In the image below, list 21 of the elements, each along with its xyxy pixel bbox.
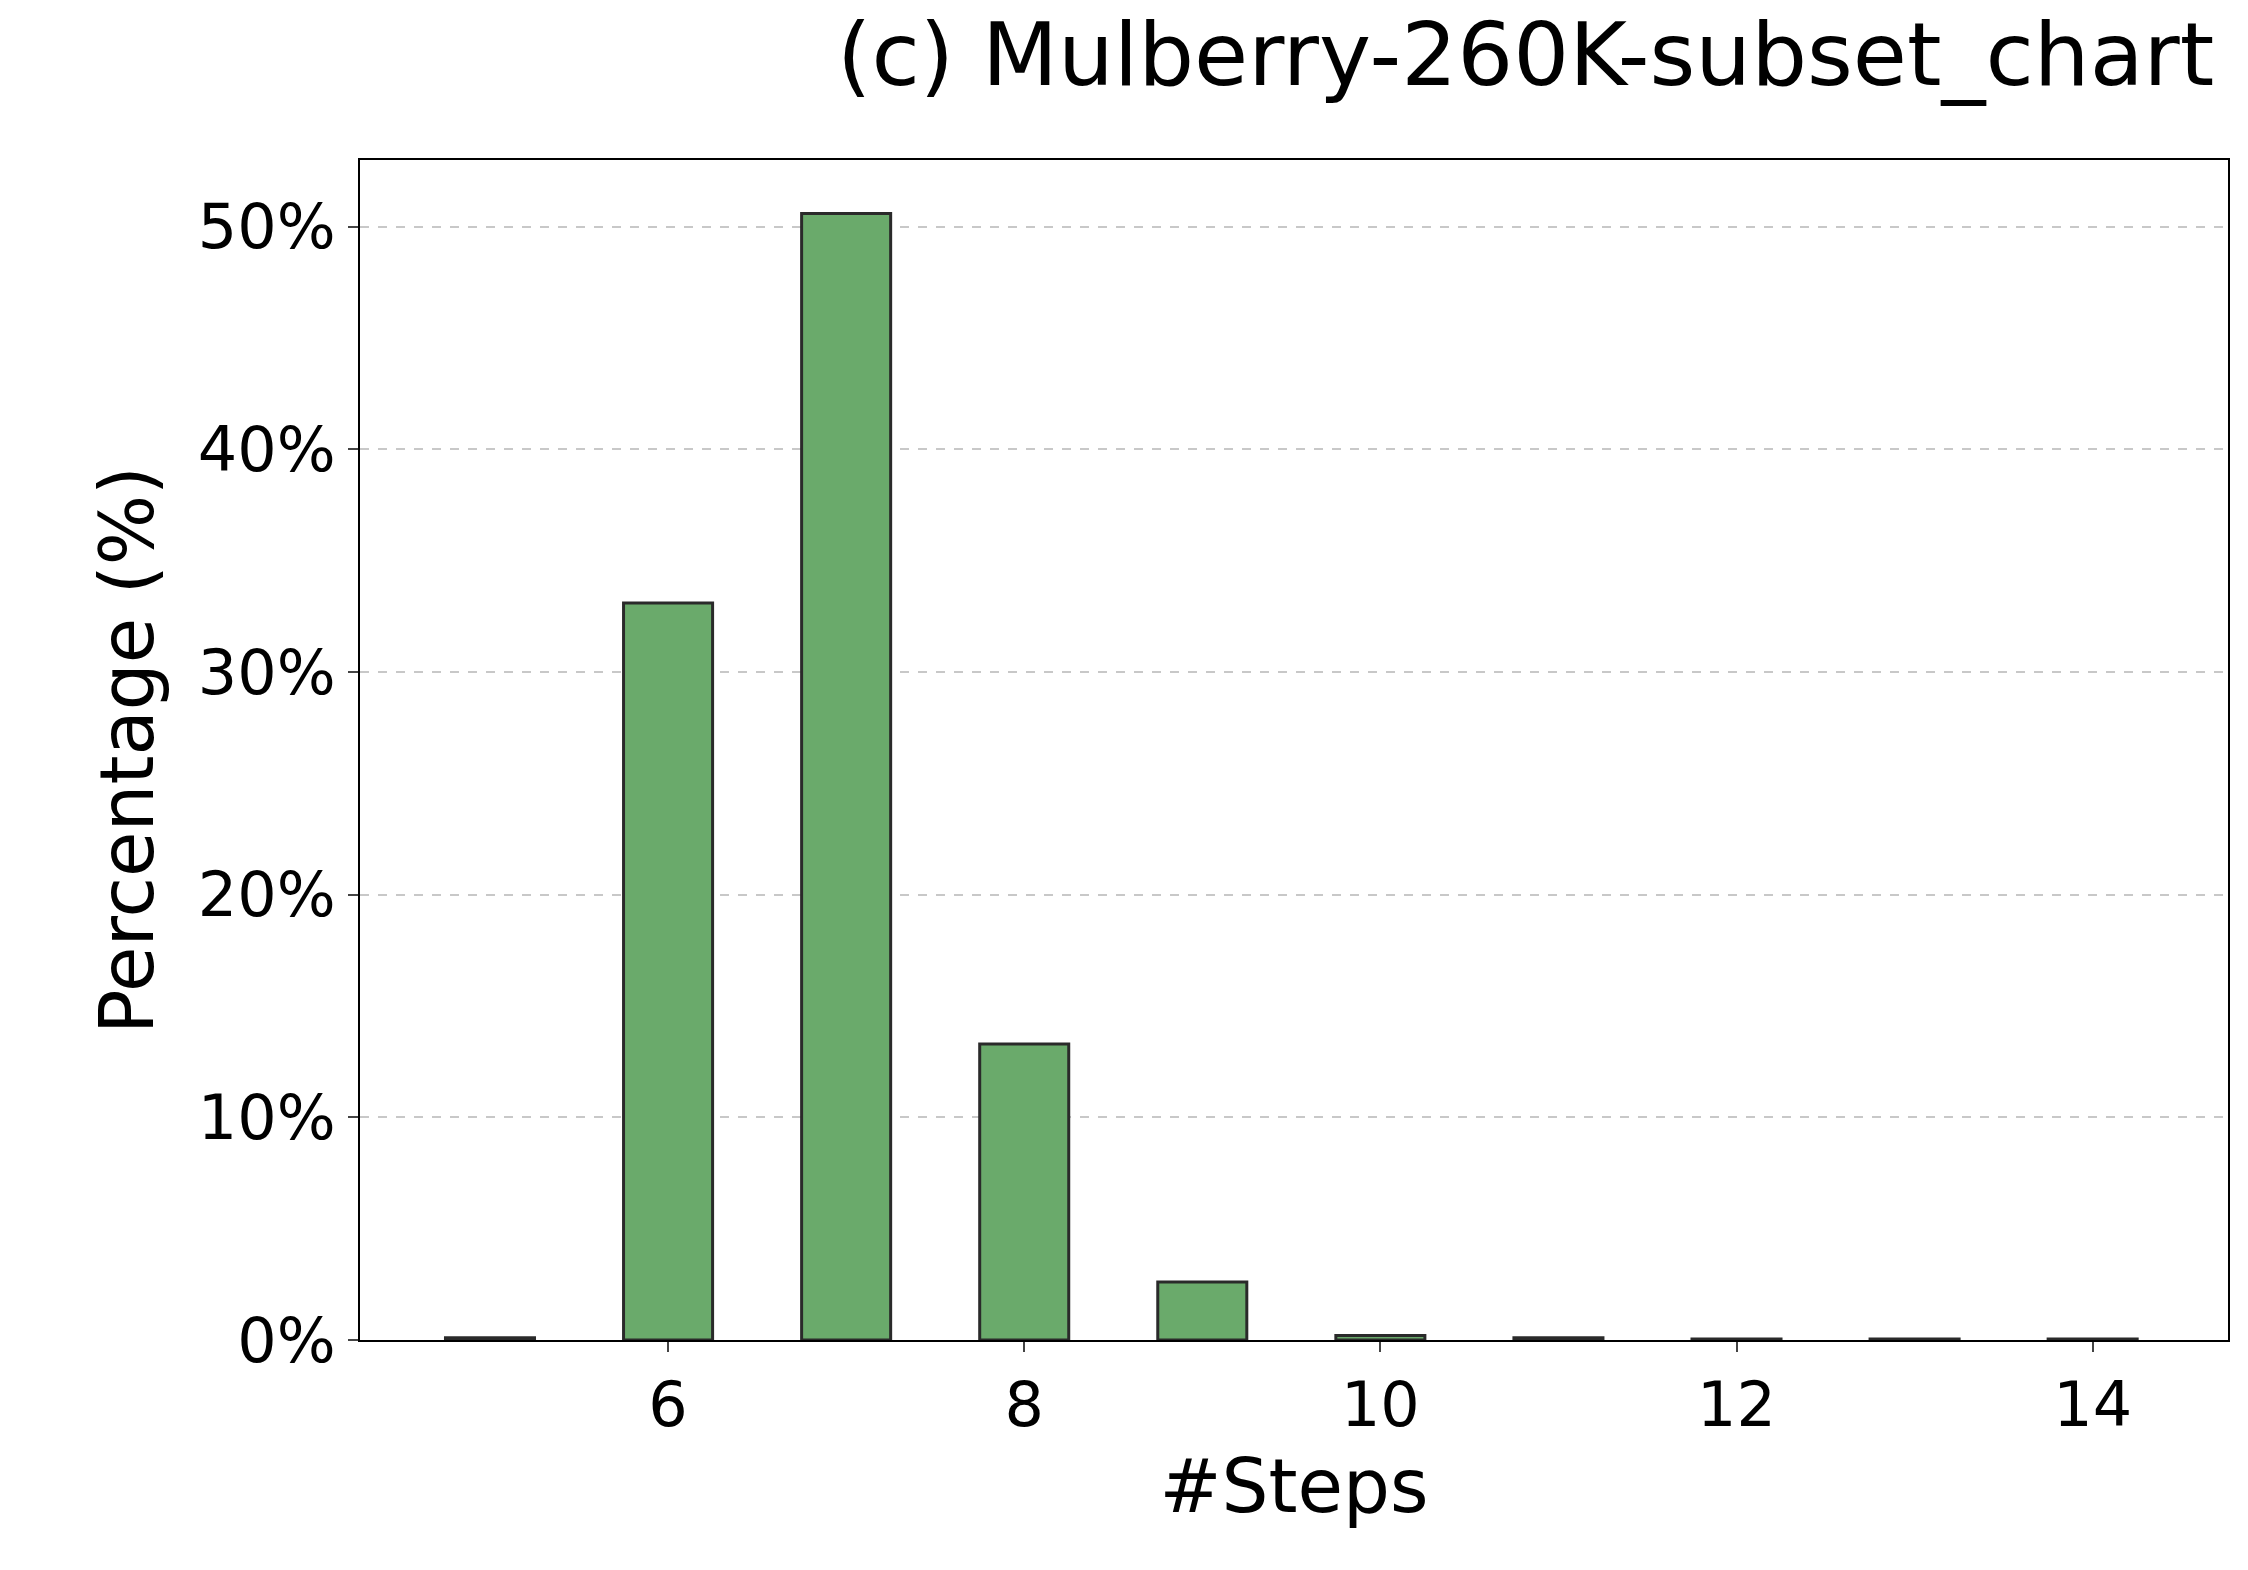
x-axis-title: #Steps — [1159, 1443, 1429, 1530]
x-tick-label: 12 — [1697, 1368, 1776, 1442]
y-tick-label: 0% — [237, 1303, 336, 1377]
bar — [978, 1042, 1071, 1340]
x-tick-label: 14 — [2053, 1368, 2133, 1442]
y-tick-label: 20% — [197, 858, 336, 932]
x-tick-label: 8 — [1004, 1368, 1044, 1442]
bar — [800, 211, 893, 1340]
y-axis-title: Percentage (%) — [83, 466, 170, 1034]
bar — [622, 601, 715, 1340]
x-tick-label: 10 — [1340, 1368, 1420, 1442]
bar — [1512, 1336, 1605, 1340]
chart-title: (c) Mulberry-260K-subset_chart — [837, 3, 2215, 107]
bar — [1334, 1334, 1427, 1340]
x-tick-label: 6 — [648, 1368, 688, 1442]
y-tick-label: 50% — [197, 190, 336, 264]
bar — [443, 1336, 537, 1340]
y-tick-label: 10% — [197, 1081, 336, 1155]
bar — [1156, 1280, 1249, 1340]
y-tick-label: 40% — [197, 413, 336, 487]
y-tick-label: 30% — [197, 635, 336, 709]
